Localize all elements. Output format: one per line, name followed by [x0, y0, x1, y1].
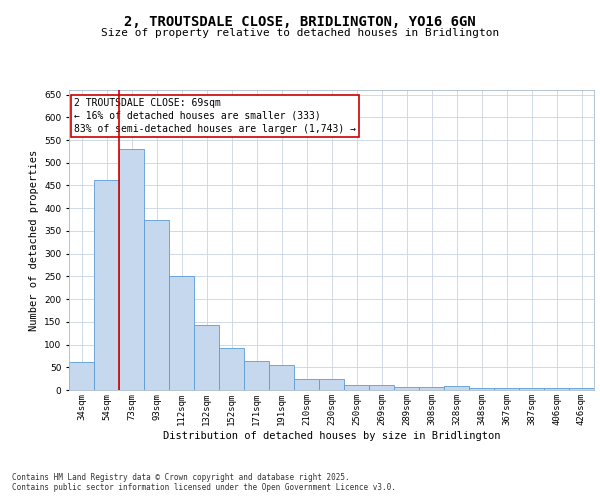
Bar — [469, 388, 494, 390]
Bar — [119, 149, 144, 390]
Bar — [444, 386, 469, 390]
Bar — [269, 365, 294, 390]
Bar — [544, 388, 569, 390]
Bar — [494, 388, 519, 390]
Bar — [169, 276, 194, 390]
Text: Contains public sector information licensed under the Open Government Licence v3: Contains public sector information licen… — [12, 484, 396, 492]
Bar — [69, 362, 94, 390]
Bar — [569, 388, 594, 390]
Bar — [94, 180, 119, 390]
Text: 2 TROUTSDALE CLOSE: 69sqm
← 16% of detached houses are smaller (333)
83% of semi: 2 TROUTSDALE CLOSE: 69sqm ← 16% of detac… — [74, 98, 356, 134]
Bar — [319, 378, 344, 390]
Bar — [219, 348, 244, 390]
X-axis label: Distribution of detached houses by size in Bridlington: Distribution of detached houses by size … — [163, 430, 500, 440]
Y-axis label: Number of detached properties: Number of detached properties — [29, 150, 38, 330]
Bar — [244, 362, 269, 390]
Bar — [144, 220, 169, 390]
Text: Size of property relative to detached houses in Bridlington: Size of property relative to detached ho… — [101, 28, 499, 38]
Text: Contains HM Land Registry data © Crown copyright and database right 2025.: Contains HM Land Registry data © Crown c… — [12, 472, 350, 482]
Bar — [419, 388, 444, 390]
Bar — [369, 386, 394, 390]
Bar — [394, 388, 419, 390]
Text: 2, TROUTSDALE CLOSE, BRIDLINGTON, YO16 6GN: 2, TROUTSDALE CLOSE, BRIDLINGTON, YO16 6… — [124, 15, 476, 29]
Bar — [194, 326, 219, 390]
Bar — [294, 378, 319, 390]
Bar — [519, 388, 544, 390]
Bar — [344, 386, 369, 390]
